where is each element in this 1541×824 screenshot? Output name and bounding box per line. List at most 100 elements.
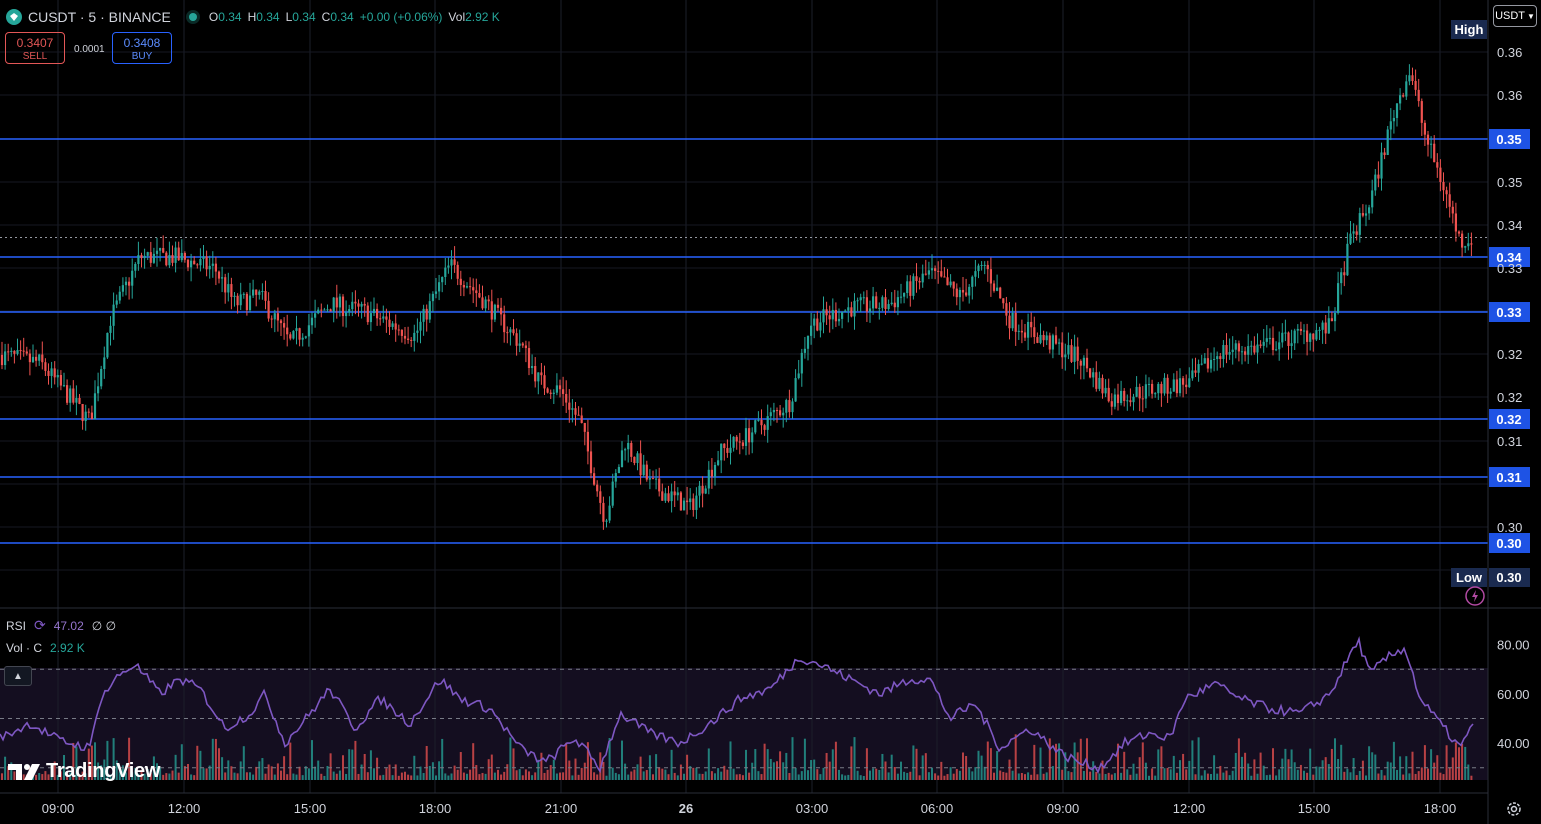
candle-body xyxy=(794,378,797,402)
candle-body xyxy=(844,310,847,312)
candle-body xyxy=(1110,401,1113,407)
volume-bar xyxy=(183,766,186,780)
price-axis[interactable]: 0.360.360.350.340.330.320.320.310.30 xyxy=(1497,45,1522,535)
time-tick-label: 18:00 xyxy=(419,801,452,816)
volume-bar xyxy=(633,769,636,780)
candle-body xyxy=(875,296,878,309)
volume-bar xyxy=(1234,752,1237,780)
candle-body xyxy=(760,419,763,426)
candle-body xyxy=(549,392,552,394)
candle-body xyxy=(38,354,41,361)
volume-bar xyxy=(1175,772,1178,780)
candle-body xyxy=(1340,272,1343,284)
candle-body xyxy=(1436,162,1439,168)
volume-bar xyxy=(819,774,822,780)
volume-bar xyxy=(137,773,140,780)
candle-body xyxy=(270,318,273,320)
volume-bar xyxy=(1417,771,1420,780)
candle-body xyxy=(1095,372,1098,389)
candle-body xyxy=(351,301,354,310)
volume-bar xyxy=(729,741,732,780)
volume-bar xyxy=(1005,772,1008,780)
volume-bar xyxy=(1315,766,1318,780)
time-axis[interactable]: 09:00 12:00 15:00 18:00 21:00 26 03:00 06:00 09:… xyxy=(42,801,1457,816)
volume-bar xyxy=(949,767,952,780)
volume-bar xyxy=(686,754,689,780)
candle-body xyxy=(1154,393,1157,395)
candle-body xyxy=(10,350,13,352)
buy-button[interactable]: 0.3408 BUY xyxy=(112,32,172,64)
flash-icon[interactable] xyxy=(1464,585,1486,607)
volume-bar xyxy=(1144,762,1147,780)
candle-body xyxy=(1070,345,1073,362)
candle-body xyxy=(782,412,785,416)
candle-body xyxy=(1405,81,1408,97)
volume-bar xyxy=(1033,744,1036,780)
candle-body xyxy=(137,255,140,264)
candle-body xyxy=(1054,335,1058,344)
candle-body xyxy=(44,362,47,371)
volume-bar xyxy=(887,772,890,780)
rsi-value: 47.02 xyxy=(53,618,84,633)
volume-bar xyxy=(295,774,298,780)
volume-bar xyxy=(627,774,630,780)
candle-body xyxy=(1467,243,1470,247)
symbol-title[interactable]: CUSDT · 5 · BINANCE xyxy=(28,9,171,25)
candle-body xyxy=(1417,89,1420,102)
rsi-band xyxy=(0,668,1488,780)
collapse-chevron-icon[interactable]: ▲ xyxy=(4,666,32,686)
candle-body xyxy=(1321,322,1324,330)
candle-body xyxy=(1092,372,1095,378)
candle-body xyxy=(624,449,627,451)
candle-body xyxy=(565,393,568,403)
candle-body xyxy=(1002,298,1005,304)
volume-bar xyxy=(311,740,313,780)
candle-body xyxy=(273,313,276,320)
candle-body xyxy=(56,375,59,378)
candle-body xyxy=(701,485,704,494)
settings-gear-icon[interactable] xyxy=(1504,799,1524,819)
candle-body xyxy=(717,460,720,465)
volume-bar xyxy=(1216,773,1219,780)
time-tick-label: 21:00 xyxy=(545,801,578,816)
candle-body xyxy=(428,301,431,320)
volume-bar xyxy=(636,764,639,780)
candle-body xyxy=(124,281,128,286)
volume-bar xyxy=(1082,770,1085,780)
candle-body xyxy=(35,356,38,361)
candle-body xyxy=(996,287,999,291)
candle-body xyxy=(1104,387,1107,394)
candle-body xyxy=(128,281,131,286)
volume-bar xyxy=(1256,773,1259,780)
currency-dropdown[interactable]: USDT ▼ xyxy=(1493,5,1537,27)
volume-bar xyxy=(565,742,568,780)
candle-body xyxy=(779,410,782,416)
candle-body xyxy=(1271,337,1275,351)
candle-body xyxy=(193,260,196,265)
volume-bar xyxy=(1402,774,1405,780)
volume-bar xyxy=(1361,760,1364,780)
candle-body xyxy=(1126,400,1129,402)
volume-bar xyxy=(1442,774,1445,780)
candle-body xyxy=(1030,321,1033,328)
volume-legend[interactable]: Vol · C 2.92 K xyxy=(6,641,85,655)
candle-body xyxy=(710,469,713,477)
candle-body xyxy=(413,332,416,341)
volume-bar xyxy=(397,775,400,780)
volume-bar xyxy=(859,775,862,780)
volume-bar xyxy=(400,772,403,780)
volume-bar xyxy=(1179,760,1181,780)
volume-bar xyxy=(1172,755,1175,780)
candle-body xyxy=(732,436,735,448)
volume-bar xyxy=(249,772,251,780)
rsi-legend[interactable]: RSI ⟳ 47.02 ∅ ∅ xyxy=(6,617,116,634)
volume-bar xyxy=(803,738,806,780)
candle-body xyxy=(1138,386,1141,399)
candle-body xyxy=(236,295,239,306)
horizontal-levels[interactable]: 0.350.340.330.320.310.30 xyxy=(0,129,1530,553)
volume-bar xyxy=(298,766,301,780)
sell-button[interactable]: 0.3407 SELL xyxy=(5,32,65,64)
volume-bar xyxy=(1045,772,1048,780)
diamond-icon[interactable] xyxy=(6,9,22,25)
